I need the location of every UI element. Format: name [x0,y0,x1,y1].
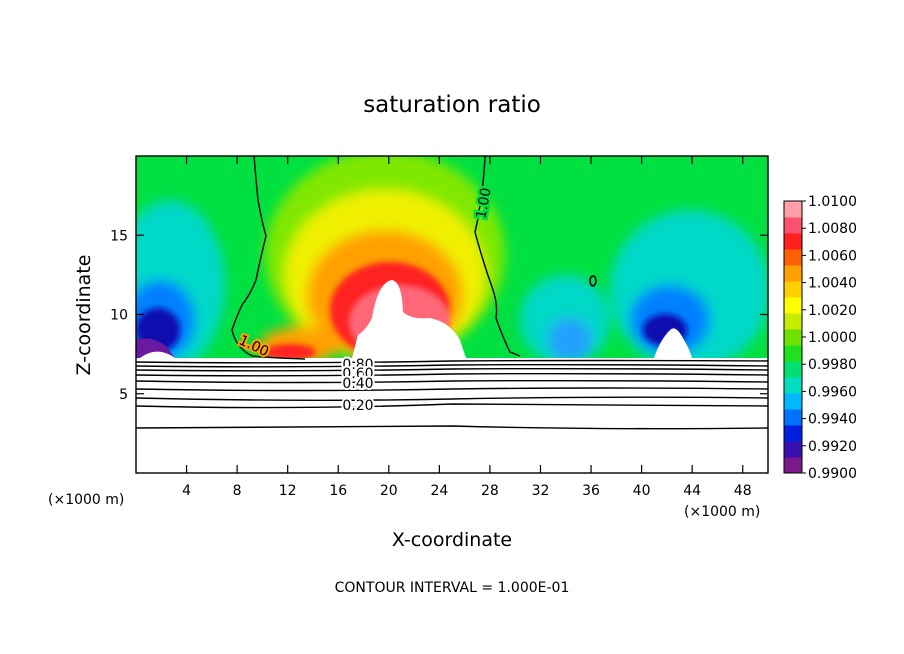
x-unit-label-right: (×1000 m) [684,504,760,520]
contour-label-3: 0 [589,274,598,290]
contour-label-6: 0.40 [342,376,373,392]
colorbar-label-5: 1.0000 [808,330,857,346]
lower-layer [136,358,768,473]
x-tick-label-0: 4 [182,483,191,499]
colorbar-swatch-6 [784,361,802,378]
colorbar-label-9: 0.9920 [808,439,857,455]
contour-line-9 [135,425,769,430]
contour-line-4 [135,372,769,377]
colorbar-label-0: 1.0100 [808,194,857,210]
x-tick-label-7: 32 [532,483,550,499]
y-axis-label: Z-coordinate [73,255,95,376]
contour-line-5 [135,379,769,384]
x-tick-label-3: 16 [329,483,347,499]
x-tick-label-1: 8 [233,483,242,499]
contour-label-5: 0.60 [342,366,373,382]
colorbar-swatch-12 [784,265,802,282]
colorbar-swatch-1 [784,441,802,458]
x-tick-label-6: 28 [481,483,499,499]
colorbar-swatch-4 [784,393,802,410]
colorbar-swatch-8 [784,329,802,346]
colorbar-label-1: 1.0080 [808,221,857,237]
x-tick-label-4: 20 [380,483,398,499]
colorbar-swatch-14 [784,233,802,250]
contour-line-3 [135,367,769,372]
white-cloud-core [352,280,466,358]
x-unit-label-left: (×1000 m) [48,492,124,508]
contour-line-upper-right [474,155,521,357]
heatmap-field [136,156,768,473]
blue-region-mid [548,318,592,362]
x-tick-label-5: 24 [430,483,448,499]
chart-title: saturation ratio [363,92,541,118]
red-foot [264,344,316,360]
colorbar-swatch-9 [784,313,802,330]
contour-line-2 [135,363,769,368]
contour-line-6 [135,387,769,392]
contour-interval-footer: CONTOUR INTERVAL = 1.000E-01 [335,580,570,596]
contour-label-7: 0.20 [342,398,373,414]
colorbar-swatch-11 [784,281,802,298]
contour-line-1 [135,359,769,364]
colorbar-label-8: 0.9940 [808,412,857,428]
colorbar-label-10: 0.9900 [808,466,857,482]
x-axis-label: X-coordinate [392,529,512,551]
contour-loop [589,275,597,287]
colorbar-label-2: 1.0060 [808,248,857,264]
contour-line-upper-left [231,155,306,360]
colorbar-swatch-7 [784,345,802,362]
contour-line-8 [135,403,769,409]
colorbar-label-4: 1.0020 [808,303,857,319]
contour-label-4: 0.80 [342,357,373,373]
y-axis: 5 10 15 [110,228,768,403]
contour-lines [135,155,769,430]
colorbar-swatch-5 [784,377,802,394]
colorbar: 1.0100 1.0080 1.0060 1.0040 1.0020 1.0000 0.99… [783,194,857,482]
x-axis: 4 8 12 16 20 24 28 32 36 40 44 48 [182,156,752,499]
white-cloud-left [140,351,175,358]
y-tick-label-2: 15 [110,228,128,244]
colorbar-label-3: 1.0040 [808,276,857,292]
x-tick-label-8: 36 [582,483,600,499]
x-tick-label-10: 44 [683,483,701,499]
colorbar-label-7: 0.9960 [808,384,857,400]
white-cloud-right [654,328,692,358]
colorbar-swatch-10 [784,297,802,314]
colorbar-swatch-3 [784,409,802,426]
colorbar-swatch-0 [784,457,802,474]
y-tick-label-1: 10 [110,308,128,324]
x-tick-label-11: 48 [734,483,752,499]
colorbar-swatch-15 [784,217,802,234]
x-tick-label-9: 40 [633,483,651,499]
colorbar-swatch-13 [784,249,802,266]
x-tick-label-2: 12 [279,483,297,499]
colorbar-swatch-2 [784,425,802,442]
colorbar-swatch-16 [784,201,802,218]
colorbar-label-6: 0.9980 [808,357,857,373]
contour-line-7 [135,396,769,401]
y-tick-label-0: 5 [119,387,128,403]
